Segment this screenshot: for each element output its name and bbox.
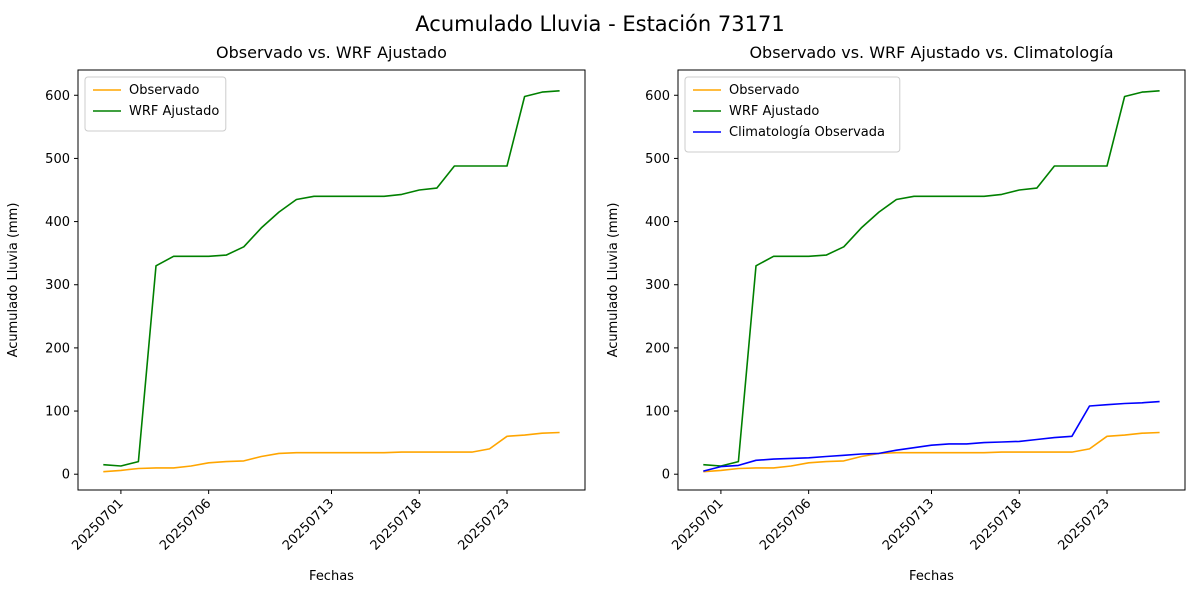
x-tick-label: 20250723 — [455, 496, 512, 553]
x-tick-label: 20250713 — [280, 496, 337, 553]
legend-label: Climatología Observada — [729, 125, 885, 140]
x-tick-label: 20250718 — [968, 496, 1025, 553]
y-tick-label: 200 — [45, 341, 70, 356]
legend-label: Observado — [129, 83, 200, 98]
series-line-wrf-ajustado — [103, 90, 560, 467]
x-axis-label: Fechas — [909, 569, 954, 584]
y-tick-label: 0 — [662, 468, 670, 483]
x-tick-label: 20250701 — [669, 496, 726, 553]
y-tick-label: 400 — [645, 215, 670, 230]
chart-title: Observado vs. WRF Ajustado vs. Climatolo… — [749, 43, 1113, 62]
chart-observado-vs-wrf: Observado vs. WRF Ajustado 0 100 200 300 400 5… — [0, 42, 600, 590]
x-tick-label: 20250706 — [157, 496, 214, 553]
x-axis-label: Fechas — [309, 569, 354, 584]
x-tick-label: 20250718 — [368, 496, 425, 553]
plot-area — [77, 69, 586, 491]
y-tick-label: 600 — [645, 89, 670, 104]
x-tick-label: 20250701 — [69, 496, 126, 553]
y-axis-label: Acumulado Lluvia (mm) — [606, 203, 621, 358]
series-line-climatolog-a-observada — [703, 400, 1160, 472]
y-tick-label: 300 — [645, 278, 670, 293]
legend-label: Observado — [729, 83, 800, 98]
x-tick-label: 20250713 — [880, 496, 937, 553]
x-tick-label: 20250723 — [1055, 496, 1112, 553]
legend-box — [684, 76, 901, 153]
legend-label: WRF Ajustado — [729, 104, 819, 119]
y-tick-label: 500 — [645, 152, 670, 167]
legend-label: WRF Ajustado — [129, 104, 219, 119]
y-tick-label: 300 — [45, 278, 70, 293]
y-tick-label: 0 — [62, 468, 70, 483]
y-tick-label: 100 — [645, 405, 670, 420]
charts-row: Observado vs. WRF Ajustado 0 100 200 300 400 5… — [0, 42, 1200, 590]
y-tick-label: 600 — [45, 89, 70, 104]
x-tick-label: 20250706 — [757, 496, 814, 553]
y-tick-label: 200 — [645, 341, 670, 356]
figure-title: Acumulado Lluvia - Estación 73171 — [415, 12, 785, 36]
series-line-observado — [103, 431, 560, 473]
series-line-observado — [703, 431, 1160, 473]
chart-canvas: Observado vs. WRF Ajustado vs. Climatolo… — [606, 43, 1186, 584]
y-tick-label: 500 — [45, 152, 70, 167]
chart-observado-vs-wrf-vs-climatologia: Observado vs. WRF Ajustado vs. Climatolo… — [600, 42, 1200, 590]
y-tick-label: 400 — [45, 215, 70, 230]
series-line-wrf-ajustado — [703, 90, 1160, 467]
chart-title: Observado vs. WRF Ajustado — [216, 43, 447, 62]
chart-canvas: Observado vs. WRF Ajustado 0 100 200 300 400 5… — [6, 43, 586, 584]
y-tick-label: 100 — [45, 405, 70, 420]
y-axis-label: Acumulado Lluvia (mm) — [6, 203, 21, 358]
